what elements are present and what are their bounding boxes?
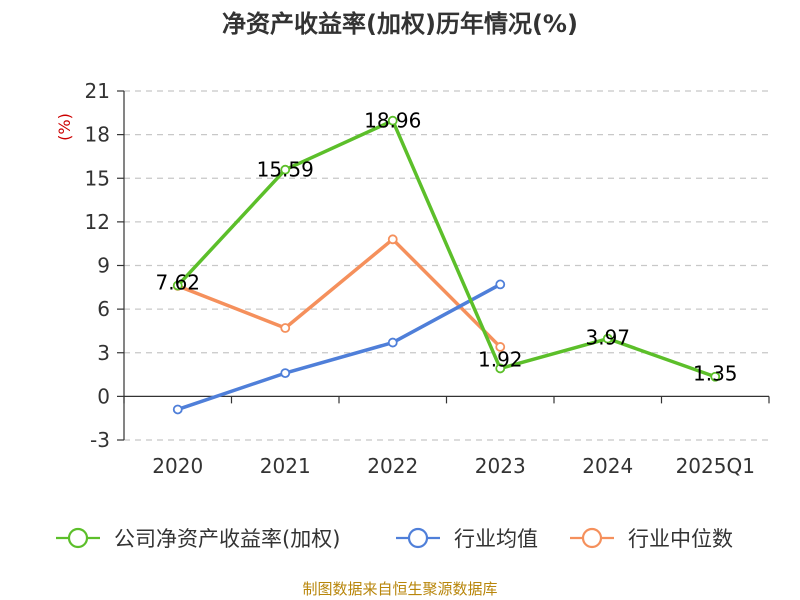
chart-title: 净资产收益率(加权)历年情况(%) bbox=[222, 10, 578, 38]
data-label: 15.59 bbox=[257, 158, 314, 182]
series-2 bbox=[172, 234, 506, 352]
legend-item[interactable]: 行业均值 bbox=[396, 527, 538, 551]
y-tick-label: 6 bbox=[97, 297, 110, 321]
data-point bbox=[280, 323, 291, 333]
data-label: 1.92 bbox=[478, 347, 523, 371]
series-line bbox=[176, 118, 716, 379]
data-point bbox=[172, 280, 183, 291]
data-point bbox=[172, 404, 183, 415]
y-tick-label: 21 bbox=[85, 79, 110, 103]
y-tick-label: -3 bbox=[90, 428, 110, 452]
data-label: 18.96 bbox=[364, 109, 421, 133]
legend-marker bbox=[407, 527, 429, 549]
legend-label: 行业均值 bbox=[454, 527, 538, 551]
legend-item[interactable]: 行业中位数 bbox=[570, 527, 733, 551]
legend-marker bbox=[67, 527, 89, 549]
data-point bbox=[387, 115, 398, 126]
y-tick-label: 12 bbox=[85, 210, 110, 234]
axes: -3 0 3 6 9 12 15 18 21 2020 2021 2022 2023 2024 2025Q1 bbox=[85, 79, 770, 478]
gridlines bbox=[124, 90, 769, 441]
data-point bbox=[710, 371, 721, 382]
x-tick-label: 2020 bbox=[152, 454, 203, 478]
data-point bbox=[602, 333, 613, 344]
series-line bbox=[177, 237, 502, 349]
legend-marker bbox=[581, 527, 603, 549]
data-label: 1.35 bbox=[693, 362, 738, 386]
y-tick-label: 18 bbox=[85, 123, 110, 147]
series-0 bbox=[172, 115, 721, 382]
y-tick-label: 15 bbox=[85, 166, 110, 190]
y-axis-unit-label: (%) bbox=[55, 113, 74, 141]
data-point bbox=[495, 342, 506, 352]
y-tick-label: 9 bbox=[97, 254, 110, 278]
legend-label: 公司净资产收益率(加权) bbox=[114, 527, 340, 551]
x-tick-label: 2022 bbox=[367, 454, 418, 478]
data-source-note: 制图数据来自恒生聚源数据库 bbox=[302, 580, 497, 598]
y-tick-label: 0 bbox=[97, 384, 110, 408]
series-group bbox=[172, 115, 721, 415]
data-point bbox=[495, 279, 506, 290]
x-tick-label: 2023 bbox=[475, 454, 526, 478]
data-point bbox=[387, 337, 398, 348]
series-line bbox=[177, 282, 502, 412]
legend-label: 行业中位数 bbox=[628, 527, 733, 551]
y-tick-label: 3 bbox=[97, 341, 110, 365]
series-1 bbox=[172, 279, 506, 415]
x-tick-label: 2025Q1 bbox=[676, 454, 755, 478]
legend-item[interactable]: 公司净资产收益率(加权) bbox=[56, 527, 340, 551]
data-point bbox=[280, 368, 291, 379]
x-tick-label: 2021 bbox=[260, 454, 311, 478]
data-label: 3.97 bbox=[585, 326, 630, 350]
data-point bbox=[495, 363, 506, 374]
data-labels: 7.62 15.59 18.96 1.92 3.97 1.35 bbox=[155, 109, 737, 386]
data-point bbox=[280, 164, 291, 175]
legend[interactable]: 公司净资产收益率(加权) 行业均值 行业中位数 bbox=[56, 527, 733, 551]
x-tick-label: 2024 bbox=[582, 454, 633, 478]
data-point bbox=[387, 234, 398, 245]
data-label: 7.62 bbox=[155, 271, 200, 295]
